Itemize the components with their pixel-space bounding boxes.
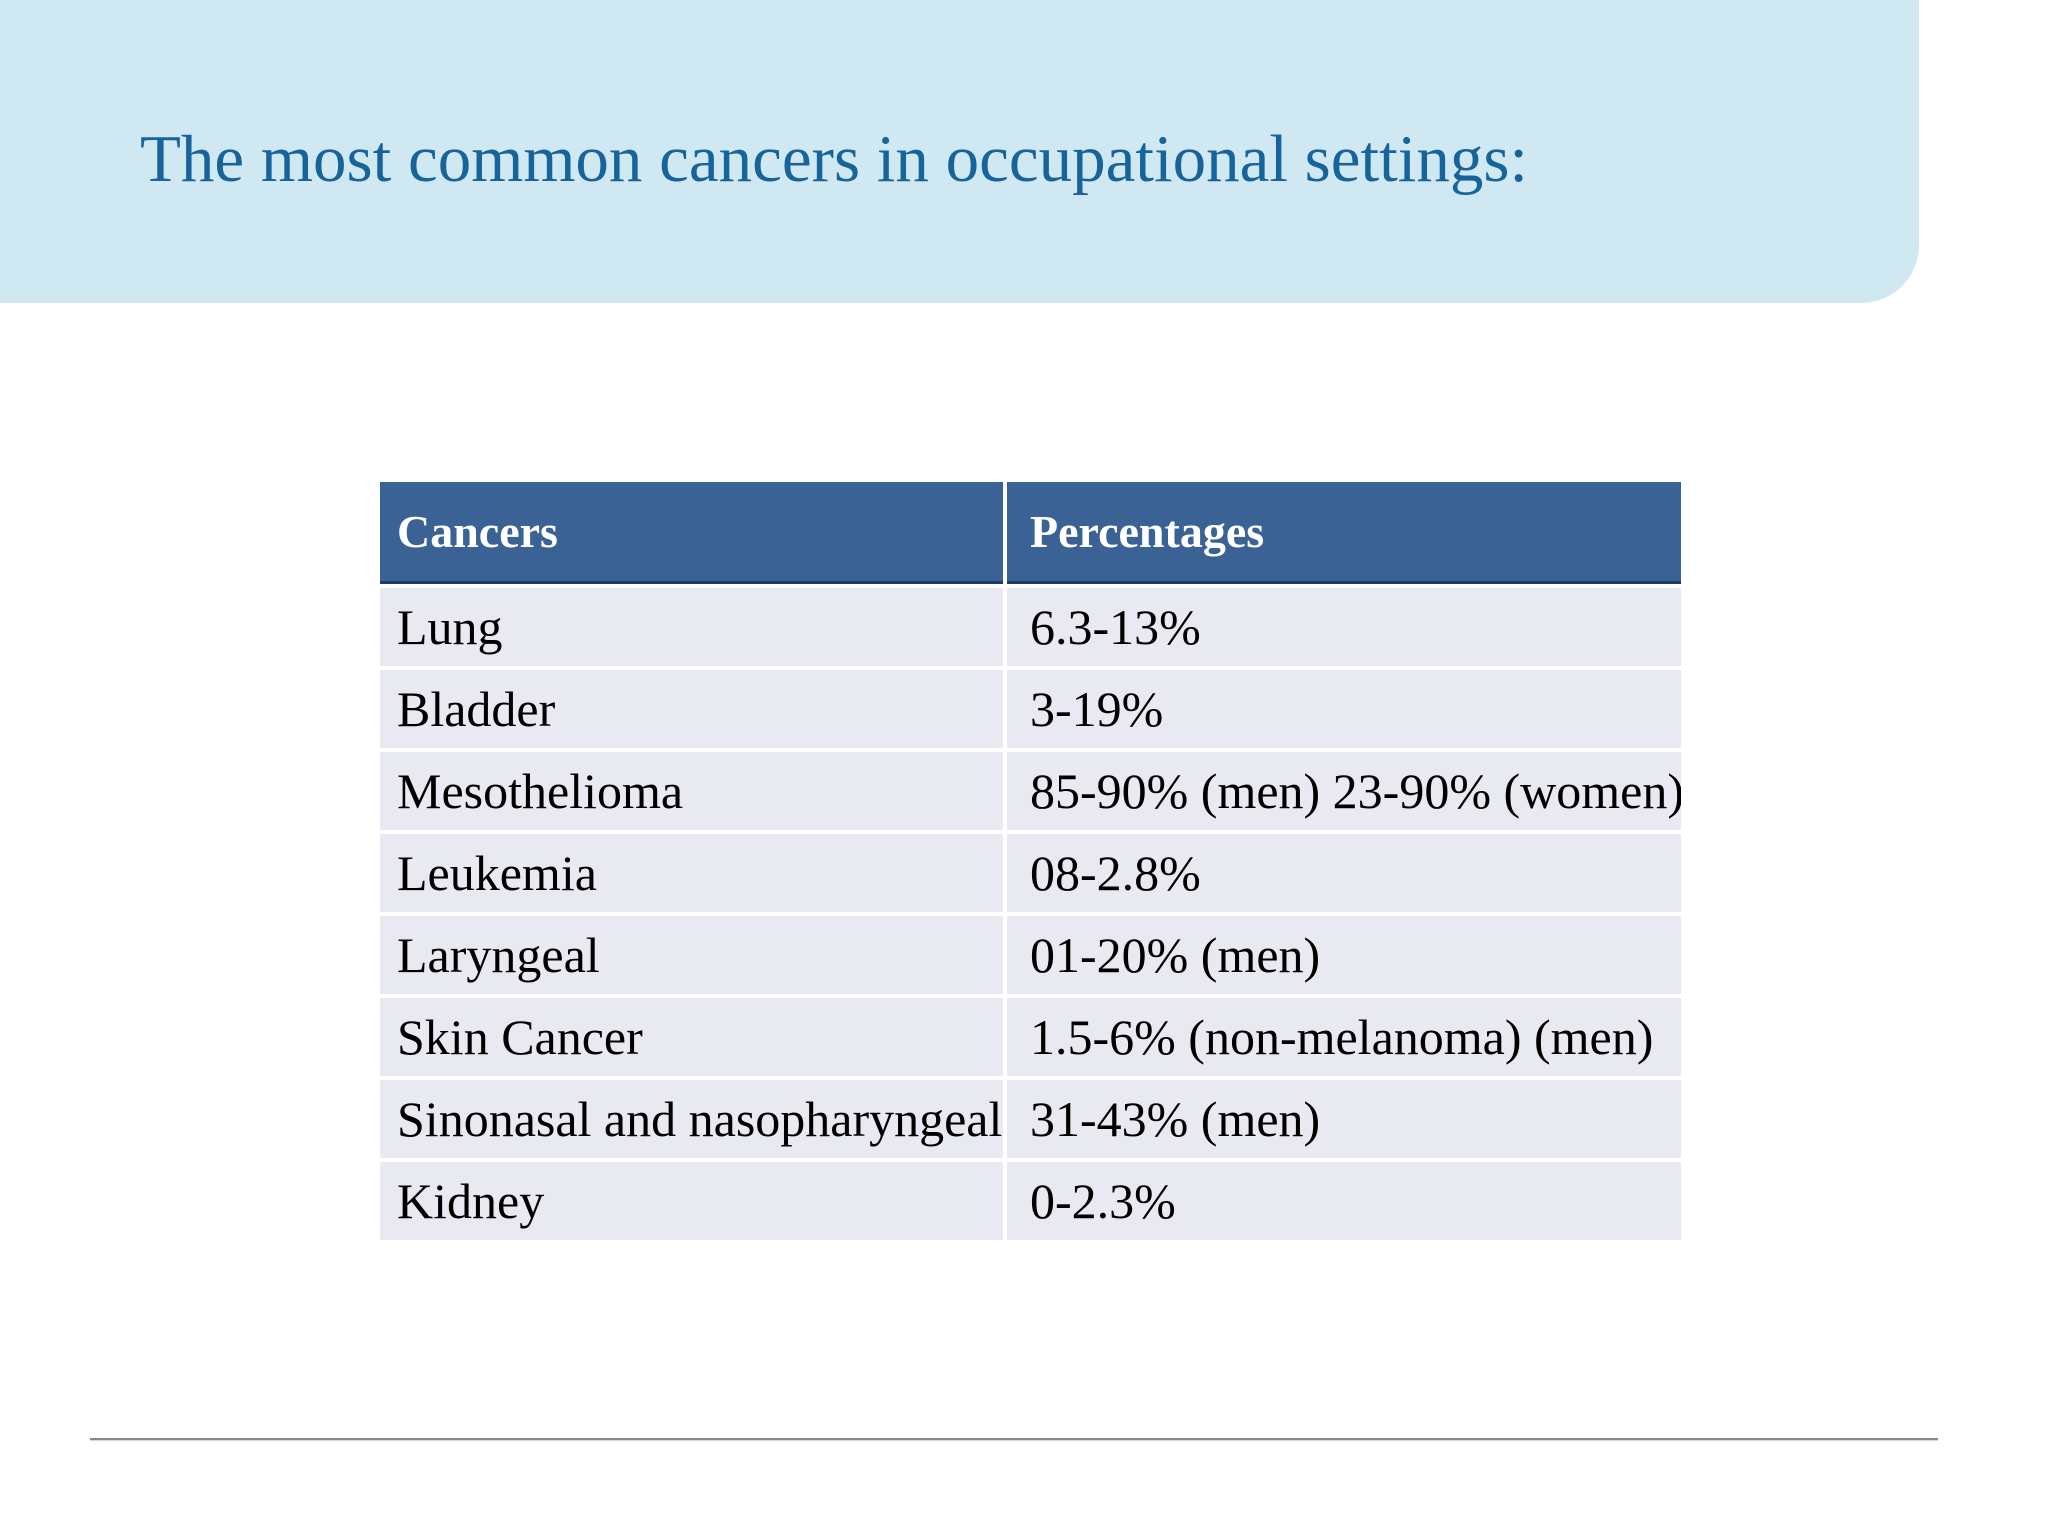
cell-cancer: Leukemia [380, 834, 1003, 912]
cell-percentage: 08-2.8% [1007, 834, 1681, 912]
cell-cancer: Bladder [380, 670, 1003, 748]
cancers-percentages-table: Cancers Percentages Lung 6.3-13% Bladder… [380, 482, 1681, 1240]
header-cell-cancers: Cancers [380, 482, 1003, 584]
cell-percentage: 3-19% [1007, 670, 1681, 748]
cell-percentage: 6.3-13% [1007, 588, 1681, 666]
table-row: Mesothelioma 85-90% (men) 23-90% (women) [380, 752, 1681, 830]
cell-percentage: 01-20% (men) [1007, 916, 1681, 994]
cell-percentage: 31-43% (men) [1007, 1080, 1681, 1158]
header-cell-percentages: Percentages [1007, 482, 1681, 584]
table-row: Kidney 0-2.3% [380, 1162, 1681, 1240]
cell-percentage: 85-90% (men) 23-90% (women) [1007, 752, 1681, 830]
table-row: Leukemia 08-2.8% [380, 834, 1681, 912]
cell-cancer: Laryngeal [380, 916, 1003, 994]
table-row: Skin Cancer 1.5-6% (non-melanoma) (men) [380, 998, 1681, 1076]
cell-percentage: 0-2.3% [1007, 1162, 1681, 1240]
table-row: Lung 6.3-13% [380, 588, 1681, 666]
title-band [0, 0, 1919, 303]
table-row: Bladder 3-19% [380, 670, 1681, 748]
table-header-row: Cancers Percentages [380, 482, 1681, 584]
cell-percentage: 1.5-6% (non-melanoma) (men) [1007, 998, 1681, 1076]
cell-cancer: Skin Cancer [380, 998, 1003, 1076]
slide-title: The most common cancers in occupational … [140, 122, 1529, 196]
table-row: Sinonasal and nasopharyngeal 31-43% (men… [380, 1080, 1681, 1158]
cell-cancer: Sinonasal and nasopharyngeal [380, 1080, 1003, 1158]
cell-cancer: Mesothelioma [380, 752, 1003, 830]
footer-divider-line [90, 1438, 1938, 1441]
cell-cancer: Kidney [380, 1162, 1003, 1240]
table-row: Laryngeal 01-20% (men) [380, 916, 1681, 994]
cell-cancer: Lung [380, 588, 1003, 666]
